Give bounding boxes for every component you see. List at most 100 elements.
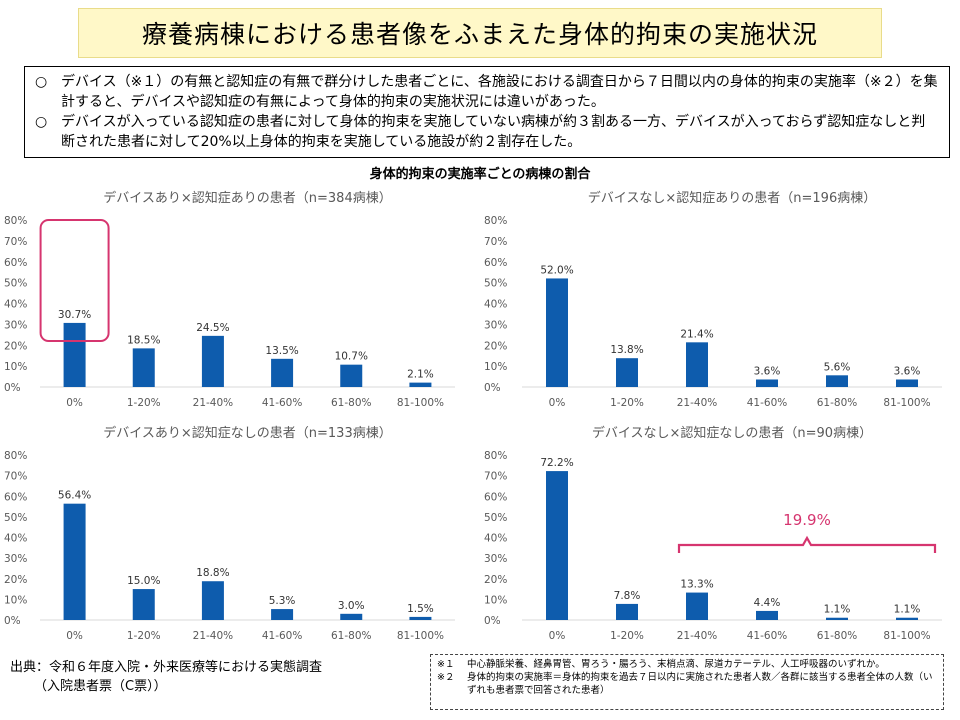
bar-value-label: 3.6% xyxy=(754,365,781,377)
chart-subtitle: デバイスなし×認知症ありの患者（n=196病棟） xyxy=(588,190,876,206)
bar-value-label: 72.2% xyxy=(540,457,573,469)
y-tick-label: 70% xyxy=(4,471,27,483)
bar xyxy=(201,335,224,387)
bullet-circle-icon: ○ xyxy=(35,114,48,130)
bar xyxy=(616,358,638,387)
bar xyxy=(271,358,294,387)
x-tick-label: 21-40% xyxy=(677,397,718,409)
bar xyxy=(546,278,568,387)
x-tick-label: 41-60% xyxy=(262,630,303,642)
bar-value-label: 5.6% xyxy=(824,361,851,373)
summary-text: デバイス（※１）の有無と認知症の有無で群分けした患者ごとに、各施設における調査日… xyxy=(61,74,938,110)
bar xyxy=(826,617,848,620)
y-tick-label: 20% xyxy=(484,340,507,352)
bar xyxy=(616,603,638,620)
highlight-box xyxy=(39,219,110,342)
bar xyxy=(896,617,918,620)
chart-device-dementia: デバイスあり×認知症ありの患者（n=384病棟） 0% 10% 20% 30% 40% 50… xyxy=(4,190,455,409)
chart-subtitle: デバイスなし×認知症なしの患者（n=90病棟） xyxy=(592,425,872,441)
x-tick-label: 21-40% xyxy=(193,397,234,409)
x-tick-label: 21-40% xyxy=(193,630,234,642)
footnote-mark: ※１ xyxy=(437,659,455,670)
chart-heading: 身体的拘束の実施率ごとの病棟の割合 xyxy=(369,167,591,182)
x-tick-label: 81-100% xyxy=(397,630,444,642)
bar-value-label: 3.6% xyxy=(894,365,921,377)
x-tick-label: 0% xyxy=(549,397,566,409)
bar xyxy=(756,610,778,620)
source-note: 出典：令和６年度入院・外来医療等における実態調査 （入院患者票（C票）） xyxy=(10,658,322,696)
y-tick-label: 0% xyxy=(484,382,501,394)
y-tick-label: 20% xyxy=(4,574,27,586)
y-tick-label: 30% xyxy=(484,319,507,331)
y-tick-label: 80% xyxy=(484,215,507,227)
bar xyxy=(546,471,568,620)
y-tick-label: 80% xyxy=(4,450,27,462)
y-tick-label: 40% xyxy=(4,299,27,311)
source-line: 出典：令和６年度入院・外来医療等における実態調査 xyxy=(10,660,323,675)
y-tick-label: 0% xyxy=(484,615,501,627)
y-tick-label: 0% xyxy=(4,615,21,627)
bar-value-label: 10.7% xyxy=(335,351,368,363)
y-tick-label: 10% xyxy=(484,361,507,373)
bar-value-label: 24.5% xyxy=(196,322,229,334)
bar xyxy=(63,503,86,620)
x-tick-label: 61-80% xyxy=(331,630,372,642)
chart-nodevice-dementia: デバイスなし×認知症ありの患者（n=196病棟） 0% 10% 20% 30% 40% 50… xyxy=(484,190,942,409)
bar-value-label: 13.3% xyxy=(680,579,713,591)
bar xyxy=(896,379,918,387)
title-banner: 療養病棟における患者像をふまえた身体的拘束の実施状況 xyxy=(78,8,882,58)
x-tick-label: 1-20% xyxy=(127,630,161,642)
x-tick-label: 81-100% xyxy=(883,630,930,642)
footnote-mark: ※２ xyxy=(437,672,455,683)
page-title: 療養病棟における患者像をふまえた身体的拘束の実施状況 xyxy=(141,20,818,49)
y-tick-label: 50% xyxy=(4,278,27,290)
bar-value-label: 13.5% xyxy=(265,345,298,357)
x-tick-label: 61-80% xyxy=(817,397,858,409)
bracket-label: 19.9% xyxy=(783,511,831,529)
bar-value-label: 18.5% xyxy=(127,334,160,346)
bar xyxy=(409,382,432,387)
chart-device-nodementia: デバイスあり×認知症なしの患者（n=133病棟） 0% 10% 20% 30% 40% 50… xyxy=(4,425,455,642)
bar xyxy=(63,322,86,387)
bar-value-label: 56.4% xyxy=(58,490,91,502)
x-tick-label: 1-20% xyxy=(610,397,644,409)
source-line: （入院患者票（C票）） xyxy=(34,679,167,694)
x-tick-label: 0% xyxy=(66,630,83,642)
bar-value-label: 7.8% xyxy=(614,590,641,602)
y-tick-label: 20% xyxy=(4,340,27,352)
bar-value-label: 5.3% xyxy=(269,595,296,607)
x-tick-label: 0% xyxy=(549,630,566,642)
y-tick-label: 30% xyxy=(484,553,507,565)
bar-value-label: 1.5% xyxy=(407,603,434,615)
bar-value-label: 1.1% xyxy=(824,604,851,616)
y-tick-label: 20% xyxy=(484,574,507,586)
bar-value-label: 1.1% xyxy=(894,604,921,616)
y-tick-label: 10% xyxy=(4,594,27,606)
y-tick-label: 0% xyxy=(4,382,21,394)
y-tick-label: 70% xyxy=(484,236,507,248)
x-tick-label: 41-60% xyxy=(262,397,303,409)
bar xyxy=(132,589,155,620)
bar xyxy=(826,375,848,387)
range-bracket xyxy=(677,535,937,553)
footnote-box: ※１ 中心静脈栄養、経鼻胃管、胃ろう・腸ろう、末梢点滴、尿道カテーテル、人工呼吸… xyxy=(430,654,944,710)
bar xyxy=(686,592,708,620)
y-tick-label: 10% xyxy=(4,361,27,373)
y-tick-label: 60% xyxy=(4,257,27,269)
bar xyxy=(132,348,155,387)
footnote-text: 中心静脈栄養、経鼻胃管、胃ろう・腸ろう、末梢点滴、尿道カテーテル、人工呼吸器のい… xyxy=(467,659,885,670)
y-tick-label: 60% xyxy=(484,257,507,269)
summary-point: ○ デバイスが入っている認知症の患者に対して身体的拘束を実施していない病棟が約３… xyxy=(35,112,939,152)
x-tick-label: 41-60% xyxy=(747,397,788,409)
y-tick-label: 30% xyxy=(4,319,27,331)
x-tick-label: 21-40% xyxy=(677,630,718,642)
bar-value-label: 15.0% xyxy=(127,575,160,587)
y-tick-label: 60% xyxy=(484,491,507,503)
y-tick-label: 70% xyxy=(484,471,507,483)
y-tick-label: 50% xyxy=(4,512,27,524)
bar-value-label: 52.0% xyxy=(540,264,573,276)
bar-value-label: 4.4% xyxy=(754,597,781,609)
bar xyxy=(409,616,432,620)
y-tick-label: 40% xyxy=(4,533,27,545)
x-tick-label: 61-80% xyxy=(331,397,372,409)
